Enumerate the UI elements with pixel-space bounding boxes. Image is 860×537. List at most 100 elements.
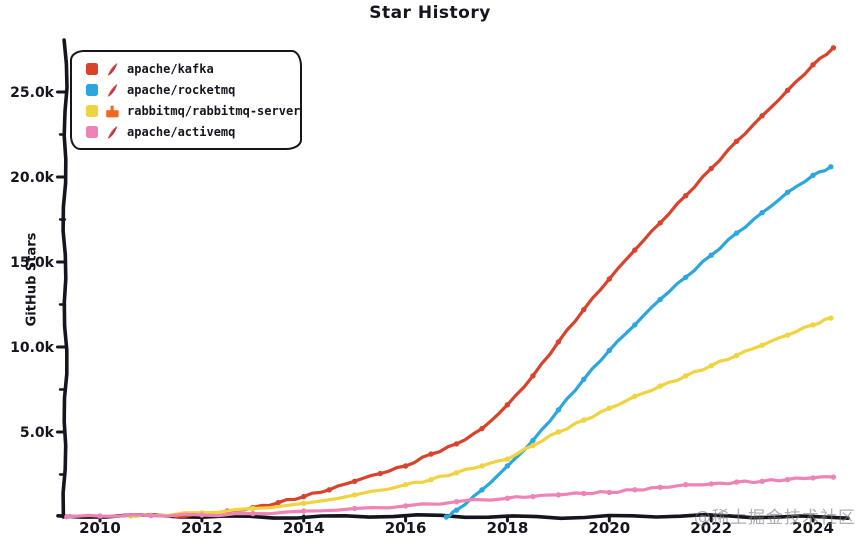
series-point-kafka — [453, 441, 460, 447]
series-point-rabbitmq-server — [504, 456, 511, 462]
series-point-kafka — [708, 165, 714, 172]
series-point-rabbitmq-server — [555, 429, 562, 435]
x-tick-label: 2020 — [588, 519, 630, 537]
series-point-kafka — [606, 276, 612, 282]
series-point-kafka — [784, 87, 791, 94]
series-point-activemq — [199, 512, 205, 518]
legend-item-rabbitmq: rabbitmq/rabbitmq-server — [86, 102, 300, 120]
series-point-rocketmq — [530, 437, 536, 444]
rabbitmq-icon — [105, 104, 120, 119]
series-point-rabbitmq-server — [733, 352, 740, 359]
series-point-kafka — [275, 499, 281, 506]
series-point-rabbitmq-server — [784, 332, 791, 338]
series-point-kafka — [504, 402, 511, 408]
y-tick-label: 10.0k — [10, 340, 55, 356]
series-point-rabbitmq-server — [402, 482, 409, 488]
legend-swatch-kafka — [86, 63, 98, 75]
legend: apache/kafka apache/rocketmq rabbitmq/ra… — [70, 50, 302, 150]
x-tick-label: 2014 — [283, 519, 325, 537]
series-point-kafka — [555, 339, 562, 345]
series-point-activemq — [555, 492, 562, 498]
x-axis — [56, 512, 850, 521]
series-point-activemq — [683, 482, 689, 488]
x-tick-label: 2022 — [690, 519, 732, 537]
series-point-activemq — [453, 499, 460, 505]
series-point-rabbitmq-server — [632, 393, 638, 399]
series-line-rabbitmq-server — [129, 316, 833, 518]
series-point-kafka — [683, 193, 689, 199]
series-point-kafka — [810, 62, 816, 68]
chart-title: Star History — [369, 3, 491, 23]
series-point-kafka — [428, 451, 434, 457]
series-point-activemq — [830, 474, 837, 480]
x-tick-label: 2018 — [487, 519, 529, 537]
legend-item-rocketmq: apache/rocketmq — [86, 81, 290, 99]
legend-label: rabbitmq/rabbitmq-server — [127, 104, 301, 118]
series-point-activemq — [733, 479, 740, 485]
x-tick-label: 2016 — [385, 519, 427, 537]
series-point-activemq — [402, 503, 409, 509]
legend-item-kafka: apache/kafka — [86, 60, 290, 78]
series-point-rocketmq — [555, 407, 562, 413]
series-point-rabbitmq-server — [351, 492, 358, 498]
series-point-kafka — [479, 425, 485, 432]
x-tick-label: 2024 — [792, 519, 834, 537]
series-point-activemq — [250, 510, 256, 517]
series-point-rocketmq — [810, 172, 816, 178]
series-point-kafka — [530, 373, 536, 379]
series-point-rocketmq — [733, 230, 740, 236]
series-point-activemq — [148, 512, 154, 519]
series-point-rabbitmq-server — [530, 442, 536, 449]
legend-label: apache/activemq — [127, 125, 236, 139]
series-point-rabbitmq-server — [708, 363, 714, 369]
series-point-rabbitmq-server — [810, 322, 816, 328]
legend-swatch-rabbitmq — [86, 105, 98, 117]
series-point-activemq — [632, 487, 638, 493]
series-point-activemq — [708, 481, 714, 487]
apache-feather-icon — [105, 125, 120, 140]
series-point-kafka — [402, 463, 409, 469]
series-point-kafka — [657, 220, 663, 226]
series-point-rocketmq — [453, 507, 460, 513]
series-point-activemq — [784, 476, 791, 483]
series-point-activemq — [810, 475, 816, 481]
series-point-rocketmq — [784, 189, 791, 195]
series-point-rabbitmq-server — [479, 463, 485, 469]
series-point-activemq — [759, 478, 765, 484]
series-point-activemq — [581, 490, 587, 497]
apache-feather-icon — [105, 83, 120, 98]
legend-swatch-activemq — [86, 126, 98, 138]
series-point-rocketmq — [657, 296, 663, 303]
series-point-activemq — [351, 505, 358, 512]
x-tick-label: 2010 — [79, 519, 121, 537]
series-point-kafka — [830, 45, 837, 51]
series-point-rabbitmq-server — [581, 417, 587, 423]
series-point-kafka — [759, 113, 765, 119]
series-point-kafka — [733, 138, 740, 144]
y-tick-label: 25.0k — [10, 85, 55, 101]
legend-swatch-rocketmq — [86, 84, 98, 96]
series-point-rocketmq — [683, 274, 689, 280]
series-point-rabbitmq-server — [301, 500, 307, 507]
series-point-rabbitmq-server — [759, 342, 765, 348]
series-point-rocketmq — [759, 210, 765, 216]
legend-label: apache/rocketmq — [127, 83, 236, 97]
series-point-rocketmq — [581, 376, 587, 382]
series-point-activemq — [657, 484, 663, 490]
legend-item-activemq: apache/activemq — [86, 123, 290, 141]
series-point-rocketmq — [504, 463, 511, 469]
series-point-kafka — [326, 487, 332, 493]
series-point-rocketmq — [606, 347, 612, 354]
watermark: @稀土掘金技术社区 — [694, 508, 856, 528]
y-tick-label: 20.0k — [10, 170, 55, 186]
legend-label: apache/kafka — [127, 62, 214, 76]
series-point-kafka — [632, 247, 638, 253]
series-point-rocketmq — [479, 487, 485, 493]
series-point-rabbitmq-server — [250, 505, 256, 512]
y-axis-title: GitHub Stars — [24, 232, 40, 327]
series-point-rabbitmq-server — [453, 470, 460, 476]
series-point-rabbitmq-server — [683, 373, 689, 379]
y-tick-label: 15.0k — [10, 255, 55, 271]
